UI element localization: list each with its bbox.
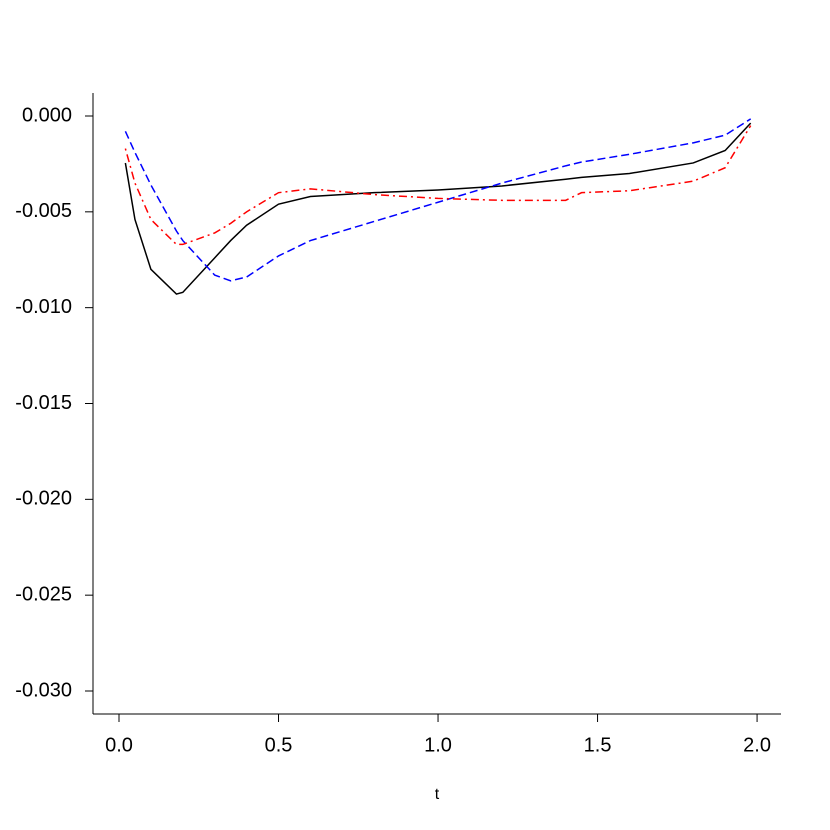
y-tick-label: -0.010 <box>15 296 72 318</box>
x-tick-label: 0.0 <box>105 734 133 756</box>
x-tick-label: 1.5 <box>584 734 612 756</box>
x-tick-label: 1.0 <box>424 734 452 756</box>
y-tick-label: -0.030 <box>15 679 72 701</box>
y-tick-label: -0.020 <box>15 488 72 510</box>
y-tick-label: -0.025 <box>15 583 72 605</box>
y-tick-label: -0.005 <box>15 200 72 222</box>
x-tick-label: 0.5 <box>265 734 293 756</box>
series-line <box>124 122 752 295</box>
y-tick-label: 0.000 <box>22 104 72 126</box>
x-axis-label: t <box>435 786 440 803</box>
x-tick-label: 2.0 <box>743 734 771 756</box>
series-line <box>124 118 752 282</box>
series-line <box>124 125 752 246</box>
y-tick-label: -0.015 <box>15 392 72 414</box>
